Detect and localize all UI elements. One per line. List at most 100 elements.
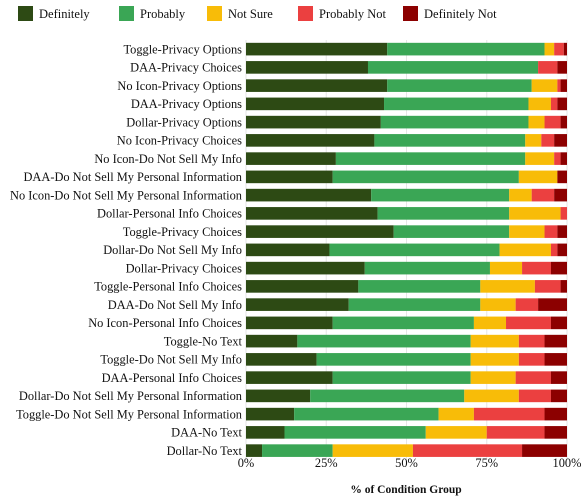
bar-segment-not-sure <box>480 280 535 293</box>
bar-segment-probably <box>297 334 471 348</box>
bar-segment-definitely <box>246 115 381 129</box>
bar-segment-probably <box>380 115 529 129</box>
bar-segment-definitely-not <box>557 225 567 238</box>
bar-segment-definitely <box>246 225 394 238</box>
bar-segment-definitely-not <box>550 261 567 275</box>
bar-segment-probably-not <box>518 389 551 403</box>
bar-segment-definitely <box>246 97 385 111</box>
category-label: Toggle-Personal Info Choices <box>94 280 242 294</box>
bar-segment-definitely-not <box>550 371 567 384</box>
bar-segment-probably-not <box>538 61 558 74</box>
x-tick-label: 25% <box>315 456 338 470</box>
bar-segment-definitely-not <box>560 280 567 293</box>
bar-segment-probably <box>348 298 481 311</box>
bar-segment-definitely <box>246 243 330 257</box>
bar-segment-definitely <box>246 261 365 275</box>
legend-swatch-probably <box>119 6 134 21</box>
bar-segment-probably-not <box>515 371 551 384</box>
category-label: DAA-Privacy Choices <box>130 61 242 75</box>
bar-segment-definitely <box>246 152 336 165</box>
legend-label-not-sure: Not Sure <box>228 7 273 21</box>
bar-segment-probably-not <box>550 97 558 111</box>
bar-segment-not-sure <box>499 243 551 257</box>
bar-segment-definitely <box>246 42 388 56</box>
bar-segment-definitely-not <box>560 152 567 165</box>
legend-label-probably: Probably <box>140 7 186 21</box>
bar-segment-probably <box>364 261 490 275</box>
category-label: Dollar-Personal Info Choices <box>97 207 242 221</box>
bar-segment-probably <box>371 188 510 202</box>
bar-segment-probably <box>358 280 481 293</box>
bar-segment-definitely-not <box>550 316 567 330</box>
bar-segment-definitely <box>246 353 317 366</box>
bar-segment-not-sure <box>528 97 551 111</box>
bar-segment-definitely-not <box>560 115 567 129</box>
bar-segment-probably-not <box>531 188 555 202</box>
bar-segment-not-sure <box>470 371 516 384</box>
category-label: Dollar-No Text <box>167 444 243 458</box>
bar-segment-probably <box>310 389 465 403</box>
bar-segment-not-sure <box>525 152 555 165</box>
category-label: Toggle-Privacy Options <box>123 42 242 56</box>
bar-segment-probably <box>374 134 526 147</box>
category-label: DAA-Do Not Sell My Personal Information <box>23 170 242 184</box>
bar-segment-probably-not <box>541 134 555 147</box>
bar-segment-definitely <box>246 207 378 220</box>
bar-segment-probably-not <box>412 444 523 457</box>
bar-segment-definitely-not <box>538 298 567 311</box>
bar-segment-probably-not <box>518 353 545 366</box>
bar-segment-probably <box>335 152 526 165</box>
bar-segment-definitely-not <box>522 444 567 457</box>
bar-segment-not-sure <box>480 298 516 311</box>
bar-segment-not-sure <box>509 188 532 202</box>
category-label: Toggle-No Text <box>164 334 243 348</box>
bar-segment-definitely-not <box>563 42 567 56</box>
bar-segment-not-sure <box>509 225 545 238</box>
bar-segment-probably-not <box>486 426 545 439</box>
category-label: No Icon-Personal Info Choices <box>88 316 242 330</box>
legend: Definitely Probably Not Sure Probably Not De… <box>18 6 497 21</box>
category-label: Toggle-Do Not Sell My Info <box>100 353 242 367</box>
bar-segment-definitely-not <box>557 61 567 74</box>
x-tick-labels: 0% 25% 50% 75% 100% <box>238 456 582 470</box>
bar-segment-probably <box>384 97 529 111</box>
bar-segment-probably <box>284 426 426 439</box>
bar-segment-definitely <box>246 61 368 74</box>
bar-segment-not-sure <box>531 79 558 92</box>
x-tick-label: 75% <box>475 456 498 470</box>
legend-swatch-probably-not <box>298 6 313 21</box>
category-label: No Icon-Privacy Options <box>117 79 242 93</box>
category-label: No Icon-Do Not Sell My Info <box>94 152 242 166</box>
category-label: Dollar-Do Not Sell My Personal Informati… <box>19 389 242 403</box>
category-label: DAA-Do Not Sell My Info <box>108 298 242 312</box>
bar-segment-not-sure <box>332 444 413 457</box>
bar-segment-probably-not <box>534 280 561 293</box>
bar-segment-definitely-not <box>557 97 567 111</box>
x-axis-title: % of Condition Group <box>350 484 461 496</box>
bar-segment-definitely <box>246 298 349 311</box>
bar-segment-definitely <box>246 426 285 439</box>
category-label: DAA-Personal Info Choices <box>102 371 243 385</box>
bar-segment-probably <box>332 170 519 184</box>
bar-segment-not-sure <box>525 134 542 147</box>
legend-swatch-definitely-not <box>403 6 418 21</box>
category-label: No Icon-Privacy Choices <box>117 134 242 148</box>
bar-segment-definitely <box>246 188 372 202</box>
bar-segment-not-sure <box>470 334 519 348</box>
category-label: Dollar-Privacy Options <box>126 115 242 129</box>
bars <box>246 42 567 457</box>
bar-segment-definitely-not <box>544 426 567 439</box>
bar-segment-definitely-not <box>554 188 567 202</box>
bar-segment-definitely <box>246 407 295 421</box>
bar-segment-not-sure <box>509 207 561 220</box>
x-tick-label: 50% <box>395 456 418 470</box>
bar-segment-probably-not <box>515 298 539 311</box>
bar-segment-probably <box>294 407 439 421</box>
bar-segment-definitely <box>246 444 263 457</box>
bar-segment-not-sure <box>528 115 545 129</box>
bar-segment-definitely <box>246 316 333 330</box>
bar-segment-definitely-not <box>550 389 567 403</box>
bar-segment-not-sure <box>438 407 474 421</box>
bar-segment-probably <box>262 444 333 457</box>
